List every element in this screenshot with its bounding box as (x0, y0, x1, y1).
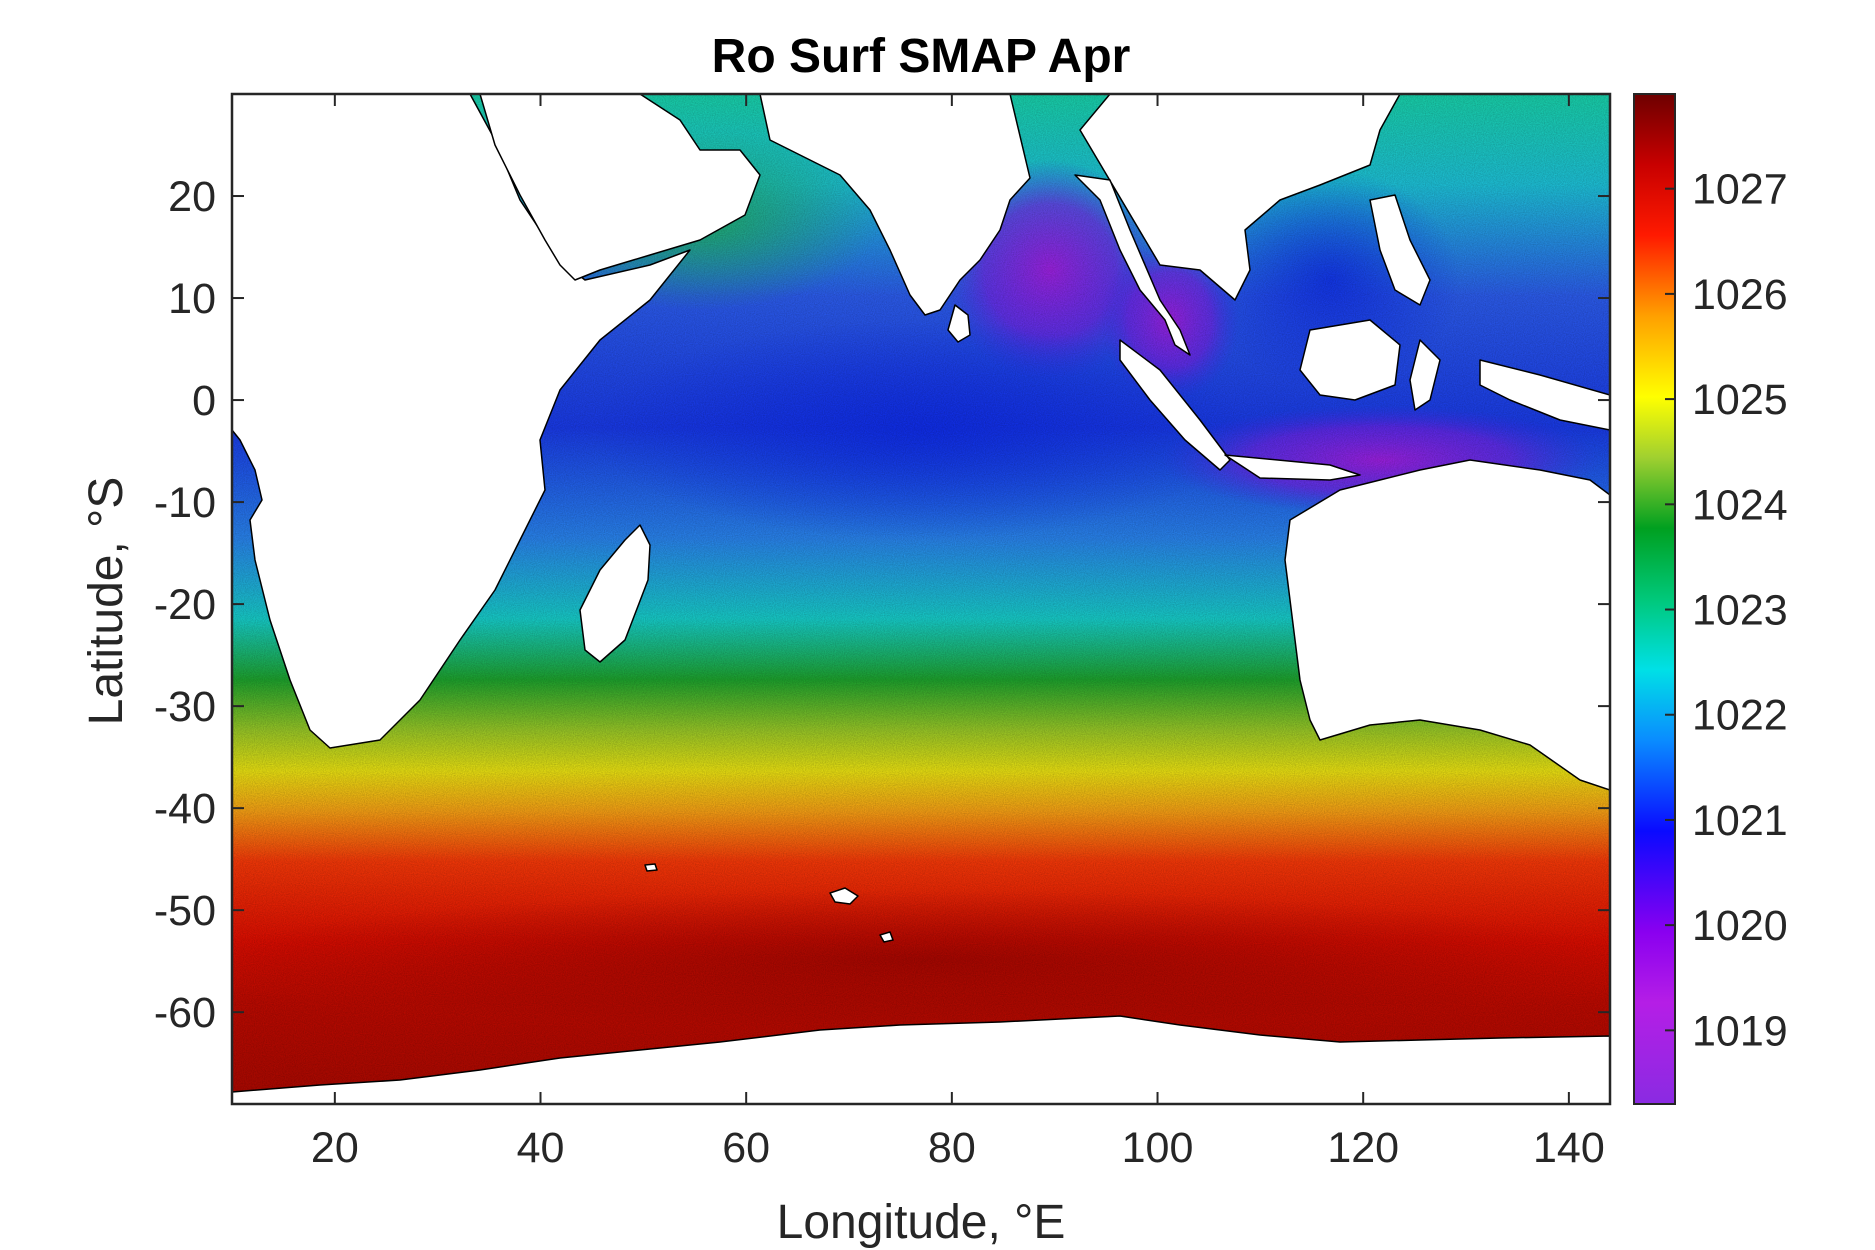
x-tick-label: 40 (517, 1124, 565, 1172)
y-tick-label: -60 (154, 989, 216, 1037)
land-indochina (1074, 94, 1401, 356)
x-axis: 20 40 60 80 100 120 140 (311, 94, 1605, 1172)
x-tick-label: 20 (311, 1124, 359, 1172)
x-tick-label: 60 (722, 1124, 770, 1172)
land-borneo (1299, 319, 1401, 401)
land-sri-lanka (947, 304, 971, 343)
colorbar-tick-label: 1025 (1692, 376, 1788, 424)
y-tick-label: -20 (154, 581, 216, 629)
colorbar-tick-label: 1027 (1692, 166, 1788, 214)
land-sulawesi-papua (1409, 339, 1610, 431)
colorbar-tick-label: 1019 (1692, 1007, 1788, 1055)
land-philippines (1369, 194, 1431, 306)
x-tick-label: 100 (1122, 1124, 1194, 1172)
y-tick-label: -10 (154, 479, 216, 527)
land-australia (1284, 459, 1610, 791)
land-madagascar (579, 524, 651, 663)
y-tick-label: 20 (168, 173, 216, 221)
land-crozet (644, 863, 658, 872)
x-tick-label: 120 (1327, 1124, 1399, 1172)
y-tick-label: -50 (154, 887, 216, 935)
colorbar: 1027 1026 1025 1024 1023 1022 1021 1020 1019 (1633, 93, 1788, 1105)
y-tick-label: -40 (154, 785, 216, 833)
x-tick-label: 140 (1533, 1124, 1605, 1172)
colorbar-tick-label: 1021 (1692, 797, 1788, 845)
colorbar-ticks: 1027 1026 1025 1024 1023 1022 1021 1020 1019 (1665, 166, 1788, 1055)
x-tick-label: 80 (928, 1124, 976, 1172)
x-axis-title: Longitude, °E (777, 1196, 1066, 1249)
land-heard-island (879, 931, 894, 943)
y-axis-title: Latitude, °S (80, 477, 133, 726)
colorbar-tick-label: 1023 (1692, 587, 1788, 635)
y-tick-label: -30 (154, 683, 216, 731)
y-tick-label: 0 (192, 377, 216, 425)
chart-title: Ro Surf SMAP Apr (712, 30, 1131, 83)
y-axis: 20 10 0 -10 -20 -30 -40 -50 -60 (154, 173, 1610, 1037)
colorbar-tick-label: 1022 (1692, 692, 1788, 740)
colorbar-tick-label: 1026 (1692, 271, 1788, 319)
land-arabia (479, 94, 761, 281)
y-tick-label: 10 (168, 275, 216, 323)
land-india (759, 94, 1031, 316)
land-kerguelen (829, 887, 859, 905)
land-antarctica (232, 1015, 1610, 1104)
plot-area (232, 94, 1610, 1104)
land-sumatra (1119, 339, 1231, 471)
colorbar-tick-label: 1020 (1692, 902, 1788, 950)
land-java (1224, 454, 1361, 481)
colorbar-tick-label: 1024 (1692, 481, 1788, 529)
land-masses (232, 94, 1610, 1104)
plot-frame (230, 92, 1612, 1106)
colorbar-gradient (1633, 93, 1676, 1105)
